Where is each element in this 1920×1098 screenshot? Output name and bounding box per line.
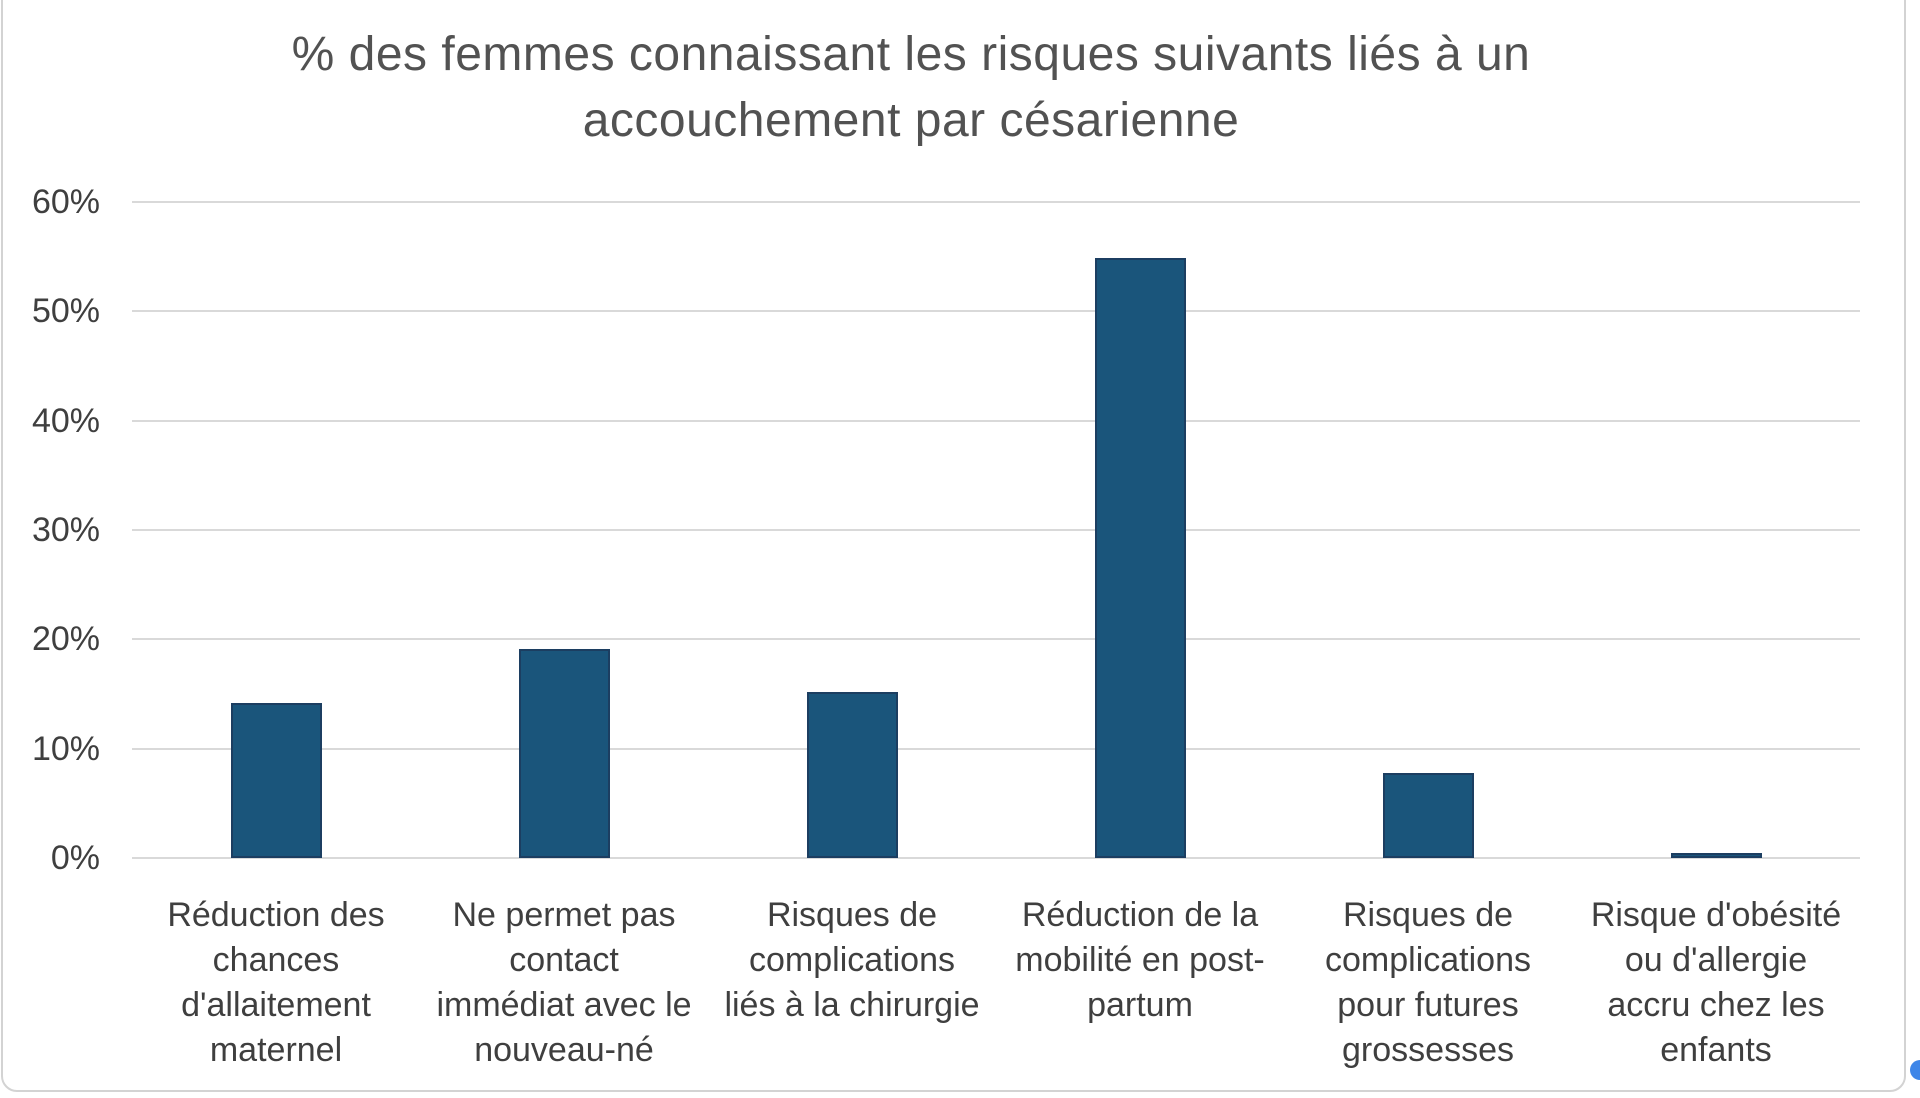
gridline — [132, 310, 1860, 313]
x-axis-category-label: Risque d'obésité ou d'allergie accru che… — [1590, 896, 1842, 1069]
bar-6[interactable] — [1670, 852, 1762, 858]
y-axis-tick-label: 0% — [50, 839, 100, 877]
bar-3[interactable] — [806, 691, 898, 858]
y-axis-tick-label: 20% — [31, 620, 100, 659]
x-axis-category-label: Réduction des chances d'allaitement mate… — [167, 896, 385, 1069]
gridline — [132, 419, 1860, 422]
gridline — [132, 201, 1860, 203]
bar-5[interactable] — [1382, 772, 1474, 858]
y-axis-tick-label: 60% — [31, 183, 100, 221]
gridline — [132, 857, 1860, 859]
y-axis-tick-label: 40% — [31, 401, 100, 440]
gridline — [132, 529, 1860, 531]
x-axis-category-label: Risques de complications liés à la chiru… — [724, 896, 980, 1024]
bar-4[interactable] — [1094, 257, 1186, 858]
y-axis-tick-label: 30% — [31, 511, 100, 549]
y-axis-tick-label: 10% — [31, 729, 100, 768]
gridline — [132, 638, 1860, 641]
chart-selection-handle-dot[interactable] — [1910, 1060, 1920, 1080]
bar-1[interactable] — [230, 702, 322, 858]
x-axis-category-label: Ne permet pas contact immédiat avec le n… — [436, 896, 692, 1069]
bar-2[interactable] — [518, 649, 610, 858]
chart-title: % des femmes connaissant les risques sui… — [291, 28, 1531, 147]
x-axis-category-label: Réduction de la mobilité en post- partum — [1015, 896, 1265, 1024]
x-axis-category-label: Risques de complications pour futures gr… — [1325, 896, 1531, 1069]
y-axis-tick-label: 50% — [31, 292, 100, 331]
gridline — [132, 747, 1860, 750]
